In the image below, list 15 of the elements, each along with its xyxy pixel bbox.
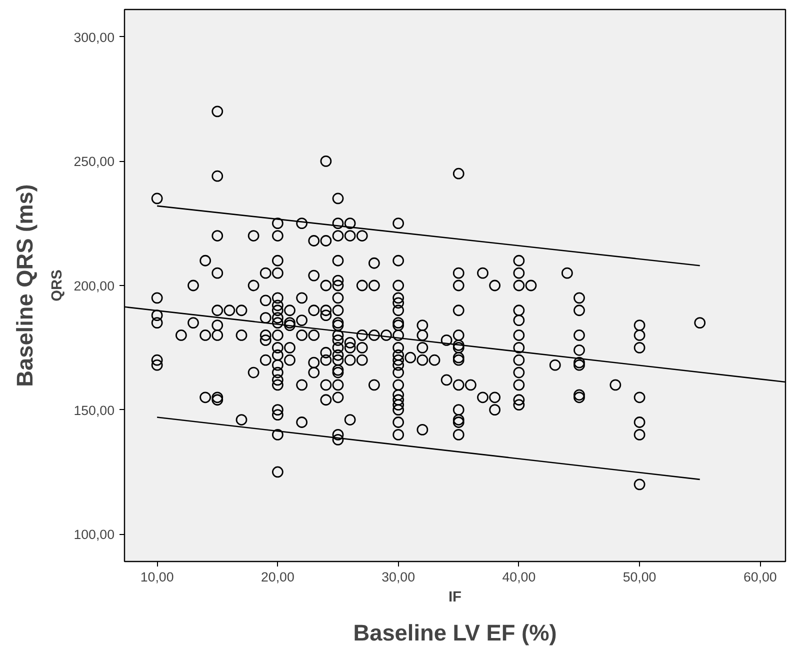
x-tick-label: 50,00 — [622, 570, 656, 584]
text: Baseline LV EF (%) — [353, 620, 557, 646]
x-tick-label: 10,00 — [140, 570, 174, 584]
y-tick-label: 250,00 — [74, 154, 114, 170]
y-tick-label: 100,00 — [74, 527, 114, 542]
x-tick-label: 40,00 — [502, 570, 536, 584]
x-axis-title: IF — [448, 590, 462, 606]
x-tick-label: 60,00 — [743, 570, 777, 584]
x-tick-label: 20,00 — [261, 570, 294, 584]
y-tick-label: 300,00 — [74, 30, 114, 45]
y-tick-label: 200,00 — [74, 278, 114, 294]
y-tick-label: 150,00 — [74, 402, 114, 418]
x-tick-label: 30,00 — [382, 570, 415, 584]
text: Baseline QRS (ms) — [12, 184, 38, 387]
y-axis-title: QRS — [50, 269, 66, 302]
